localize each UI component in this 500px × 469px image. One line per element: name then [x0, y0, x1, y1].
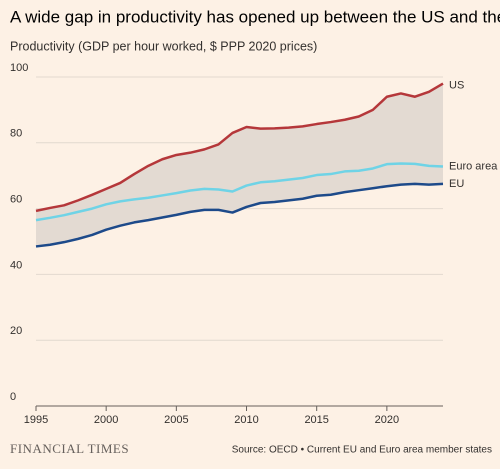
series-label: Euro area — [449, 160, 498, 172]
chart-subtitle: Productivity (GDP per hour worked, $ PPP… — [10, 39, 317, 53]
x-tick-label: 2000 — [94, 414, 118, 426]
chart-title: A wide gap in productivity has opened up… — [10, 7, 500, 26]
y-tick-label: 20 — [10, 325, 22, 337]
gap-area — [36, 83, 443, 247]
y-tick-label: 80 — [10, 128, 22, 140]
x-tick-label: 2020 — [375, 414, 399, 426]
x-tick-label: 1995 — [24, 414, 48, 426]
source: Source: OECD • Current EU and Euro area … — [232, 445, 492, 456]
series-line — [35, 82, 444, 213]
y-tick-label: 40 — [10, 259, 22, 271]
y-tick-label: 100 — [10, 62, 28, 74]
series-line — [35, 162, 444, 222]
series-label: EU — [449, 178, 464, 190]
x-tick-label: 2015 — [304, 414, 328, 426]
x-tick-label: 2010 — [234, 414, 258, 426]
y-tick-label: 60 — [10, 194, 22, 206]
x-tick-label: 2005 — [164, 414, 188, 426]
brand: FINANCIAL TIMES — [10, 441, 129, 456]
series-line — [35, 182, 444, 248]
series-label: US — [449, 79, 464, 91]
y-tick-label: 0 — [10, 391, 16, 403]
